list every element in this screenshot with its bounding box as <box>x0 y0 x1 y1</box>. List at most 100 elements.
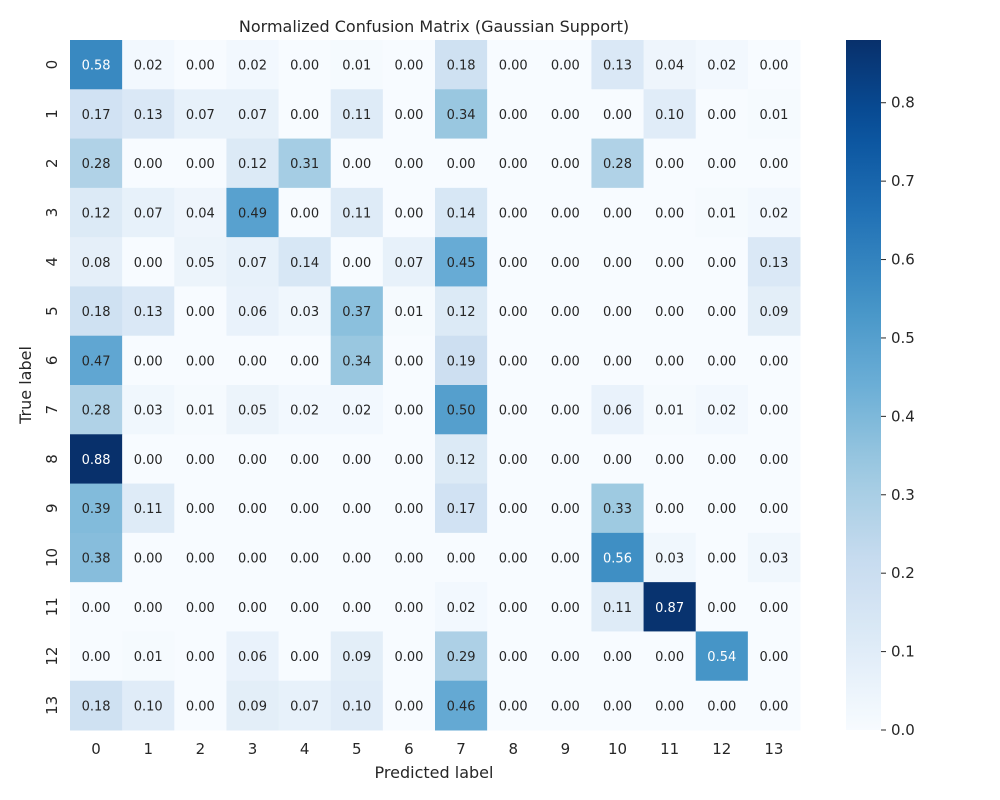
cell-value-label: 0.00 <box>394 601 423 616</box>
y-tick-label: 12 <box>43 647 61 666</box>
heatmap-cell <box>487 582 540 632</box>
cell-value-label: 0.00 <box>186 305 215 320</box>
heatmap-cell <box>330 138 384 189</box>
y-tick-label: 5 <box>43 306 61 316</box>
cell-value-label: 0.00 <box>82 601 111 616</box>
cell-value-label: 0.00 <box>499 59 528 74</box>
cell-value-label: 0.02 <box>342 404 371 419</box>
cell-value-label: 0.00 <box>551 699 580 714</box>
heatmap-cell <box>487 680 540 731</box>
cell-value-label: 0.00 <box>707 502 736 517</box>
cell-value-label: 0.00 <box>290 502 319 517</box>
colorbar-tick-label: 0.6 <box>891 251 915 269</box>
x-tick-label: 1 <box>143 740 153 758</box>
cell-value-label: 0.00 <box>186 354 215 369</box>
heatmap-cell <box>747 89 801 140</box>
y-tick-label: 11 <box>43 597 61 616</box>
cell-value-label: 0.12 <box>82 207 111 222</box>
cell-value-label: 0.01 <box>759 108 788 123</box>
y-tick-label: 8 <box>43 454 61 464</box>
heatmap-cell <box>643 237 697 287</box>
cell-value-label: 0.00 <box>551 207 580 222</box>
heatmap-cell <box>591 582 645 632</box>
heatmap-cell <box>174 40 227 90</box>
cell-value-label: 0.00 <box>499 108 528 123</box>
heatmap-cell <box>330 237 384 287</box>
heatmap-cell <box>539 434 592 485</box>
heatmap-cell <box>382 680 436 731</box>
cell-value-label: 0.28 <box>603 157 632 172</box>
heatmap-cell <box>226 631 280 682</box>
cell-value-label: 0.00 <box>551 601 580 616</box>
heatmap-cell <box>643 286 697 337</box>
cell-value-label: 0.00 <box>290 354 319 369</box>
x-tick-label: 5 <box>352 740 362 758</box>
heatmap-cells <box>70 40 801 731</box>
heatmap-cell <box>70 385 123 435</box>
cell-value-label: 0.09 <box>238 699 267 714</box>
heatmap-cell <box>330 532 384 583</box>
heatmap-cell <box>382 483 436 534</box>
cell-value-label: 0.01 <box>707 207 736 222</box>
cell-value-label: 0.17 <box>447 502 476 517</box>
cell-value-label: 0.19 <box>447 354 476 369</box>
x-tick-label: 7 <box>456 740 466 758</box>
cell-value-label: 0.01 <box>394 305 423 320</box>
heatmap-cell <box>695 89 749 140</box>
heatmap-cell <box>539 582 592 632</box>
heatmap-cell <box>278 138 332 189</box>
heatmap-cell <box>487 532 540 583</box>
cell-value-label: 0.00 <box>394 108 423 123</box>
cell-value-label: 0.47 <box>82 354 111 369</box>
cell-value-label: 0.00 <box>603 650 632 665</box>
heatmap-cell <box>226 40 280 90</box>
heatmap-cell <box>435 582 488 632</box>
cell-value-label: 0.00 <box>707 552 736 567</box>
heatmap-cell <box>226 138 280 189</box>
heatmap-cell <box>435 385 488 435</box>
heatmap-cell <box>70 483 123 534</box>
cell-value-label: 0.00 <box>499 699 528 714</box>
cell-value-label: 0.01 <box>655 404 684 419</box>
heatmap-cell <box>747 434 801 485</box>
cell-value-label: 0.00 <box>499 502 528 517</box>
cell-value-label: 0.18 <box>82 699 111 714</box>
cell-value-label: 0.00 <box>394 699 423 714</box>
cell-value-label: 0.18 <box>447 59 476 74</box>
x-tick-label: 11 <box>660 740 679 758</box>
colorbar-ticks: 0.0 0.1 0.2 0.3 0.4 0.5 0.6 0.7 0.8 <box>881 94 915 739</box>
cell-value-label: 0.00 <box>186 650 215 665</box>
heatmap-cell <box>539 237 592 287</box>
cell-value-label: 0.00 <box>603 305 632 320</box>
heatmap-cell <box>330 631 384 682</box>
heatmap-cell <box>487 89 540 140</box>
cell-value-label: 0.37 <box>342 305 371 320</box>
x-tick-label: 2 <box>196 740 206 758</box>
heatmap-cell <box>226 237 280 287</box>
cell-value-label: 0.03 <box>290 305 319 320</box>
x-tick-labels: 0 1 2 3 4 5 6 7 8 9 10 11 12 13 <box>91 740 783 758</box>
heatmap-cell <box>435 286 488 337</box>
heatmap-cell <box>435 335 488 386</box>
cell-value-label: 0.00 <box>342 601 371 616</box>
cell-value-label: 0.12 <box>447 305 476 320</box>
chart-title: Normalized Confusion Matrix (Gaussian Su… <box>239 17 629 36</box>
cell-value-label: 0.00 <box>499 650 528 665</box>
cell-value-label: 0.10 <box>655 108 684 123</box>
cell-value-label: 0.14 <box>290 256 319 271</box>
heatmap-cell <box>487 335 540 386</box>
heatmap-cell <box>330 335 384 386</box>
heatmap-cell <box>643 680 697 731</box>
heatmap-cell <box>330 40 384 90</box>
cell-value-label: 0.00 <box>655 354 684 369</box>
cell-value-label: 0.00 <box>134 601 163 616</box>
heatmap-cell <box>695 286 749 337</box>
cell-value-label: 0.00 <box>551 650 580 665</box>
cell-value-label: 0.00 <box>394 354 423 369</box>
colorbar-tick-label: 0.1 <box>891 643 915 661</box>
heatmap-cell <box>122 40 175 90</box>
heatmap-cell <box>70 680 123 731</box>
x-tick-label: 6 <box>404 740 414 758</box>
heatmap-cell <box>278 434 332 485</box>
cell-value-label: 0.13 <box>134 108 163 123</box>
